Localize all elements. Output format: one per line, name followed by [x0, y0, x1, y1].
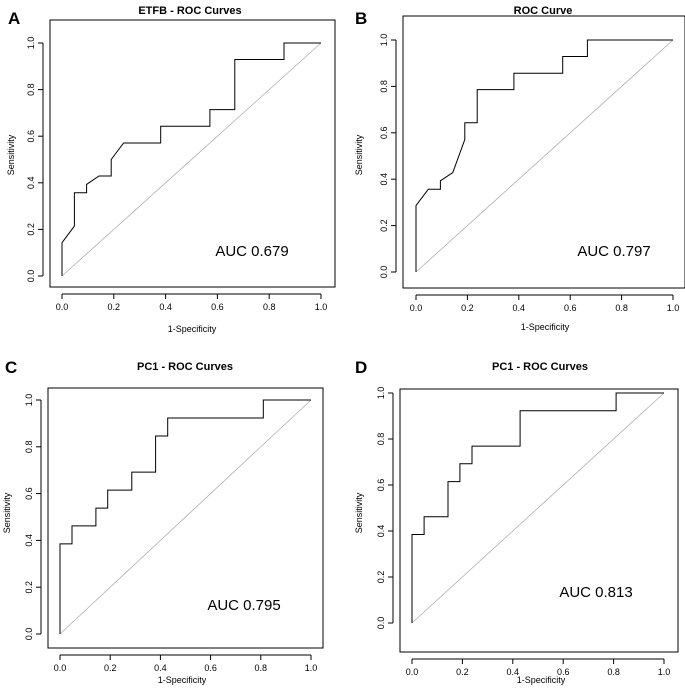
y-tick-label: 0.2 — [376, 571, 386, 584]
roc-curve — [61, 42, 321, 276]
y-tick-label: 0.6 — [26, 130, 36, 143]
y-tick-label: 0.0 — [376, 617, 386, 630]
plot-frame — [402, 15, 685, 289]
x-tick-label: 0.4 — [507, 667, 520, 677]
y-tick-label: 0.6 — [24, 487, 34, 500]
auc-annotation: AUC 0.679 — [215, 243, 288, 260]
x-tick-label: 0.4 — [154, 663, 167, 673]
x-tick-label: 0.8 — [255, 663, 268, 673]
y-tick-label: 0.8 — [379, 80, 389, 93]
y-tick-label: 1.0 — [376, 387, 386, 400]
y-tick-label: 0.2 — [379, 219, 389, 232]
y-tick-label: 0.4 — [24, 534, 34, 547]
x-tick-label: 0.4 — [513, 303, 526, 313]
plot-frame — [47, 387, 324, 649]
chart-title: ROC Curve — [514, 5, 573, 17]
y-tick-label: 0.8 — [376, 433, 386, 446]
roc-panel-a: A ETFB - ROC Curves 0.0 0.2 0.4 0.6 0.8 1.0 0.0 0… — [6, 5, 336, 334]
x-tick-label: 0.4 — [159, 302, 172, 312]
y-axis-title: Sensitivity — [354, 492, 364, 533]
x-tick-label: 0.2 — [456, 667, 469, 677]
y-tick-label: 0.2 — [24, 581, 34, 594]
reference-diagonal — [61, 42, 322, 277]
plot-frame — [49, 19, 336, 288]
chart-title: PC1 - ROC Curves — [492, 361, 588, 373]
y-tick-label: 0.4 — [379, 173, 389, 186]
x-tick-label: 0.6 — [204, 663, 217, 673]
y-tick-label: 0.6 — [376, 479, 386, 492]
x-tick-label: 0.0 — [54, 663, 67, 673]
x-tick-label: 0.8 — [263, 302, 276, 312]
reference-diagonal — [411, 392, 665, 624]
y-axis-title: Sensitivity — [6, 134, 16, 175]
y-axis-title: Sensitivity — [2, 492, 12, 533]
roc-panel-b: B ROC Curve 0.0 0.2 0.4 0.6 0.8 1.0 0.0 0.2 0.4 0.6… — [354, 5, 685, 332]
y-tick-label: 0.0 — [379, 266, 389, 279]
x-tick-label: 1.0 — [658, 667, 671, 677]
panel-letter: D — [355, 358, 367, 377]
chart-title: ETFB - ROC Curves — [138, 5, 241, 17]
panel-letter: B — [355, 9, 367, 28]
y-axis-title: Sensitivity — [354, 134, 364, 175]
x-tick-label: 0.2 — [108, 302, 121, 312]
y-tick-label: 0.2 — [26, 223, 36, 236]
x-tick-label: 1.0 — [305, 663, 318, 673]
roc-curve — [59, 399, 311, 634]
roc-curve — [415, 39, 673, 272]
x-axis-title: 1-Specificity — [168, 324, 217, 334]
x-axis-title: 1-Specificity — [158, 675, 207, 685]
x-tick-label: 0.0 — [410, 303, 423, 313]
roc-panel-c: C PC1 - ROC Curves 0.0 0.2 0.4 0.6 0.8 1.0 0.0 0.… — [2, 358, 324, 685]
auc-annotation: AUC 0.795 — [207, 597, 280, 614]
y-tick-label: 0.0 — [26, 270, 36, 283]
reference-diagonal — [415, 39, 674, 273]
x-axis-title: 1-Specificity — [517, 675, 566, 685]
chart-title: PC1 - ROC Curves — [137, 361, 233, 373]
auc-annotation: AUC 0.813 — [559, 584, 632, 601]
x-tick-label: 0.0 — [56, 302, 69, 312]
panel-letter: C — [5, 358, 17, 377]
x-tick-label: 1.0 — [315, 302, 328, 312]
y-tick-label: 0.0 — [24, 628, 34, 641]
x-tick-label: 0.2 — [104, 663, 117, 673]
y-tick-label: 0.8 — [26, 83, 36, 96]
y-tick-label: 0.8 — [24, 441, 34, 454]
reference-diagonal — [59, 399, 312, 635]
y-tick-label: 1.0 — [24, 394, 34, 407]
x-tick-label: 0.8 — [615, 303, 628, 313]
auc-annotation: AUC 0.797 — [577, 243, 650, 260]
plot-frame — [399, 388, 679, 653]
x-tick-label: 0.0 — [406, 667, 419, 677]
y-tick-label: 0.4 — [376, 525, 386, 538]
x-tick-label: 0.6 — [211, 302, 224, 312]
roc-curve — [411, 392, 664, 623]
y-tick-label: 1.0 — [379, 34, 389, 47]
y-tick-label: 1.0 — [26, 37, 36, 50]
panel-letter: A — [8, 9, 20, 28]
y-tick-label: 0.6 — [379, 127, 389, 140]
x-tick-label: 0.8 — [607, 667, 620, 677]
x-tick-label: 1.0 — [667, 303, 680, 313]
x-tick-label: 0.6 — [564, 303, 577, 313]
x-tick-label: 0.2 — [461, 303, 474, 313]
x-tick-label: 0.6 — [557, 667, 570, 677]
y-tick-label: 0.4 — [26, 177, 36, 190]
x-axis-title: 1-Specificity — [521, 322, 570, 332]
roc-panel-d: D PC1 - ROC Curves 0.0 0.2 0.4 0.6 0.8 1.0 0.0 0.… — [354, 358, 679, 685]
